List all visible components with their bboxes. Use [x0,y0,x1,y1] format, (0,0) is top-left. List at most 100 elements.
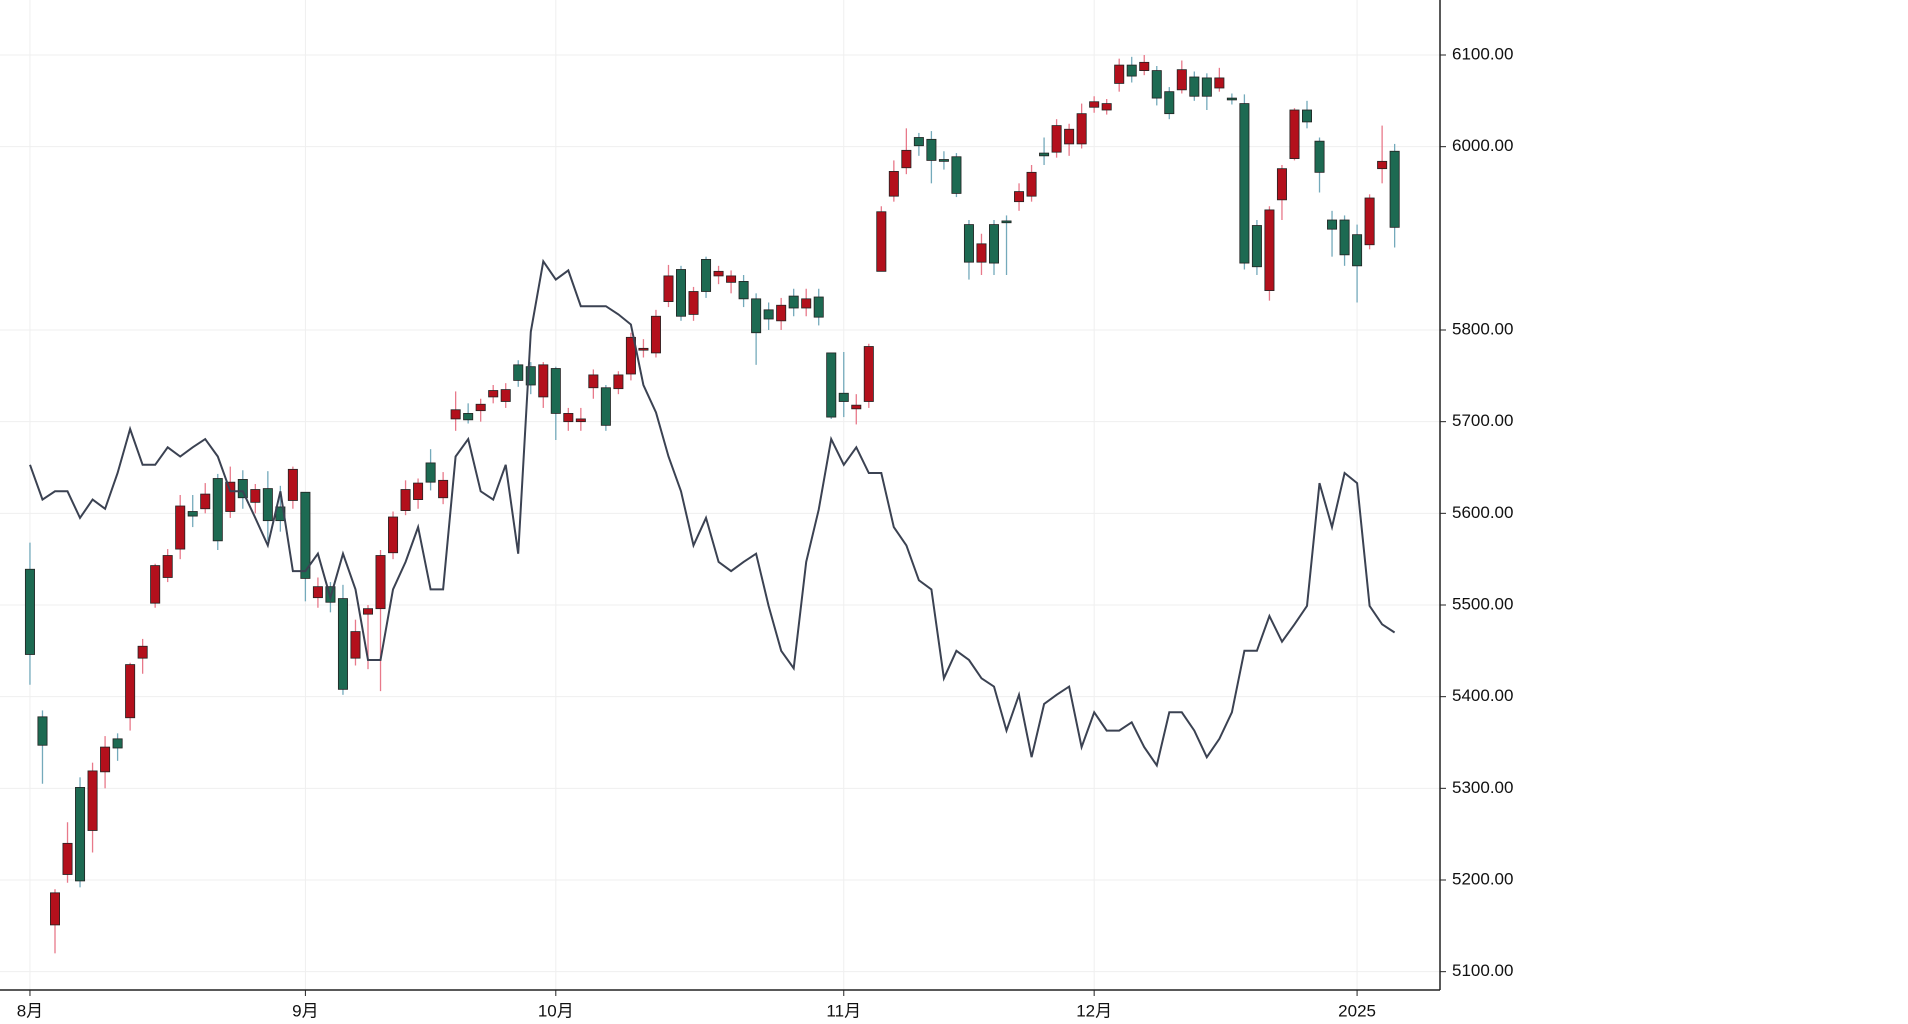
candle-body [200,493,211,510]
candle-body [1001,220,1012,224]
candle-body [1226,97,1237,101]
candle-body [575,418,586,423]
candle-body [450,409,461,420]
y-tick-label: 5600.00 [1452,503,1513,522]
candle-body [475,403,486,412]
candle-body [1051,125,1062,153]
candle-body [162,555,173,578]
candle-body [212,478,223,542]
candle-body [337,598,348,690]
candle-body [738,281,749,300]
candle-body [751,298,762,334]
candle-body [1189,76,1200,97]
candle-body [1039,152,1050,157]
candle-body [463,413,474,421]
y-tick-label: 6000.00 [1452,136,1513,155]
candle-body [1289,109,1300,159]
candle-body [1164,91,1175,115]
candle-body [125,664,136,719]
x-tick-label: 2025 [1338,1001,1376,1020]
candle-body [600,387,611,426]
y-tick-label: 6100.00 [1452,44,1513,63]
y-tick-label: 5100.00 [1452,961,1513,980]
y-tick-label: 5700.00 [1452,411,1513,430]
candle-body [187,511,198,517]
candle-body [963,224,974,263]
candle-body [1151,70,1162,99]
candle-body [1176,69,1187,91]
candle-body [851,404,862,410]
candle-body [75,787,86,882]
candle-body [137,645,148,659]
candle-body [1327,219,1338,230]
candle-body [788,295,799,309]
candle-body [1076,113,1087,145]
y-tick-label: 5200.00 [1452,869,1513,888]
candle-body [726,275,737,283]
candle-body [863,346,874,402]
candle-body [1276,168,1287,201]
candle-body [375,555,386,610]
candle-body [676,269,687,317]
candle-body [563,413,574,423]
y-tick-label: 5500.00 [1452,594,1513,613]
x-tick-label: 10月 [538,1001,574,1020]
candle-body [312,586,323,599]
candle-body [813,296,824,318]
y-tick-label: 5400.00 [1452,686,1513,705]
candle-body [262,488,273,522]
candle-body [175,505,186,550]
candle-body [1377,160,1388,170]
candle-body [776,304,787,322]
candle-body [413,482,424,500]
candle-body [112,738,123,749]
candle-body [300,491,311,579]
candle-body [1214,77,1225,89]
candle-body [976,243,987,263]
candle-body [1251,225,1262,268]
candle-body [913,137,924,147]
candle-body [701,259,712,292]
candle-body [1126,64,1137,77]
candle-body [1089,101,1100,108]
candle-body [989,224,1000,264]
candle-body [100,746,111,773]
candle-body [826,352,837,418]
candle-body [62,842,73,875]
candle-body [438,479,449,499]
candle-body [513,364,524,381]
candle-body [1014,191,1025,203]
candle-body [938,159,949,162]
candle-body [663,275,674,302]
candle-body [287,468,298,501]
candle-body [1201,77,1212,97]
y-tick-label: 5300.00 [1452,778,1513,797]
candle-body [951,156,962,194]
candle-body [638,347,649,351]
candle-body [588,374,599,389]
candle-body [237,479,248,499]
candle-body [488,390,499,398]
candle-body [1101,103,1112,111]
candle-body [1339,219,1350,256]
x-tick-label: 11月 [826,1001,861,1020]
candle-body [425,462,436,483]
candle-body [1139,61,1150,71]
candle-body [350,631,361,659]
candle-body [525,366,536,386]
candle-body [1114,64,1125,84]
candle-body [538,364,549,398]
y-tick-label: 5800.00 [1452,319,1513,338]
candle-body [650,315,661,354]
candle-body [1064,128,1075,145]
candle-body [24,568,35,655]
candle-body [1314,140,1325,173]
candle-body [763,309,774,320]
candle-body [1026,171,1037,197]
candle-body [250,489,261,503]
candle-body [1302,109,1313,123]
candle-body [50,892,61,926]
candle-body [37,716,48,746]
